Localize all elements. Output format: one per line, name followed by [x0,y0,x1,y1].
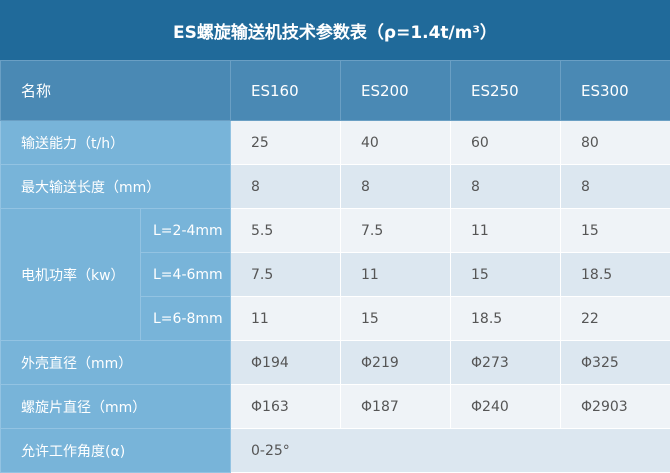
cell: Φ163 [231,385,341,429]
cell: 15 [341,297,451,341]
cell: 25 [231,121,341,165]
header-model: ES200 [341,61,451,121]
header-model: ES300 [561,61,670,121]
row-label: 允许工作角度(α) [1,429,231,473]
table-row: 电机功率（kw） L=2-4mm 5.5 7.5 11 15 [1,209,670,253]
cell: Φ187 [341,385,451,429]
table-row: 允许工作角度(α) 0-25° [1,429,670,473]
cell: 11 [451,209,561,253]
cell: 8 [341,165,451,209]
header-row: 名称 ES160 ES200 ES250 ES300 [1,61,670,121]
cell: 18.5 [451,297,561,341]
cell: 5.5 [231,209,341,253]
cell: Φ240 [451,385,561,429]
spec-table: 名称 ES160 ES200 ES250 ES300 输送能力（t/h） 25 … [0,60,670,473]
cell: 40 [341,121,451,165]
header-model: ES160 [231,61,341,121]
cell: 15 [451,253,561,297]
cell: 0-25° [231,429,670,473]
table-row: 螺旋片直径（mm） Φ163 Φ187 Φ240 Φ2903 [1,385,670,429]
cell: 7.5 [341,209,451,253]
cell: 60 [451,121,561,165]
sub-label: L=6-8mm [141,297,231,341]
table-row: 外壳直径（mm） Φ194 Φ219 Φ273 Φ325 [1,341,670,385]
row-label: 输送能力（t/h） [1,121,231,165]
cell: 22 [561,297,670,341]
cell: 18.5 [561,253,670,297]
row-label: 螺旋片直径（mm） [1,385,231,429]
cell: Φ194 [231,341,341,385]
cell: 80 [561,121,670,165]
sub-label: L=4-6mm [141,253,231,297]
cell: 15 [561,209,670,253]
row-label: 最大输送长度（mm） [1,165,231,209]
cell: 8 [561,165,670,209]
table-row: 最大输送长度（mm） 8 8 8 8 [1,165,670,209]
table-row: 输送能力（t/h） 25 40 60 80 [1,121,670,165]
header-model: ES250 [451,61,561,121]
cell: 11 [231,297,341,341]
cell: 11 [341,253,451,297]
cell: Φ2903 [561,385,670,429]
cell: Φ219 [341,341,451,385]
power-label: 电机功率（kw） [1,209,141,341]
cell: 8 [451,165,561,209]
table-title: ES螺旋输送机技术参数表（ρ=1.4t/m³） [0,0,670,60]
header-name: 名称 [1,61,231,121]
cell: 8 [231,165,341,209]
cell: Φ273 [451,341,561,385]
row-label: 外壳直径（mm） [1,341,231,385]
cell: 7.5 [231,253,341,297]
cell: Φ325 [561,341,670,385]
sub-label: L=2-4mm [141,209,231,253]
